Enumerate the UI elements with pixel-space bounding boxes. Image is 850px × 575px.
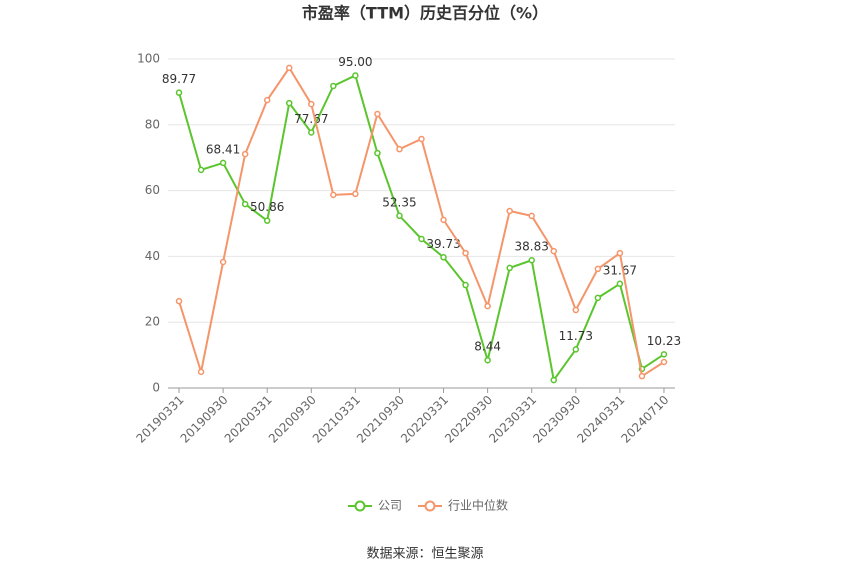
legend-label: 公司 <box>378 499 402 513</box>
point <box>462 249 469 257</box>
value-label: 95.00 <box>338 55 372 69</box>
point <box>418 135 425 143</box>
point <box>616 280 624 288</box>
point <box>594 294 602 302</box>
point <box>197 368 205 376</box>
point <box>374 110 381 118</box>
point <box>440 216 447 224</box>
point <box>550 247 558 255</box>
point <box>660 351 668 358</box>
y-tick-label: 0 <box>152 381 160 395</box>
value-label: 11.73 <box>559 329 593 343</box>
source: 数据来源：恒生聚源 <box>366 547 483 562</box>
point <box>528 256 535 264</box>
point <box>263 96 271 104</box>
point <box>330 82 337 90</box>
legend-marker <box>424 500 436 512</box>
point <box>352 72 359 79</box>
point <box>572 306 580 314</box>
point <box>550 376 558 384</box>
point <box>263 217 271 224</box>
point <box>638 372 646 380</box>
point <box>330 191 337 199</box>
point <box>660 358 668 366</box>
point <box>219 159 227 167</box>
chart-title: 市盈率（TTM）历史百分位（%） <box>302 4 548 23</box>
legend-label: 行业中位数 <box>448 498 508 513</box>
point <box>616 249 624 257</box>
y-tick-label: 60 <box>145 183 160 197</box>
point <box>241 150 249 158</box>
point <box>418 235 425 243</box>
value-label: 38.83 <box>515 240 549 254</box>
point <box>308 100 315 108</box>
point <box>440 254 447 261</box>
x-tick-label: 20240710 <box>618 393 671 446</box>
point <box>175 89 183 96</box>
value-label: 68.41 <box>206 142 240 156</box>
point <box>374 149 381 157</box>
point <box>285 99 293 107</box>
value-label: 50.86 <box>250 200 284 214</box>
y-tick-label: 100 <box>137 52 160 66</box>
value-label: 8.44 <box>474 340 501 354</box>
value-label: 89.77 <box>162 72 196 86</box>
point <box>484 302 491 310</box>
point <box>352 190 359 198</box>
point <box>484 356 491 364</box>
point <box>506 264 513 272</box>
point <box>396 145 403 153</box>
y-tick-label: 20 <box>145 315 160 329</box>
y-tick-label: 80 <box>145 117 160 131</box>
value-label: 77.67 <box>294 112 328 126</box>
y-tick-label: 40 <box>145 249 160 263</box>
point <box>572 346 580 353</box>
point <box>197 166 205 174</box>
value-label: 31.67 <box>603 263 637 277</box>
point <box>285 64 293 72</box>
legend-marker <box>354 500 366 512</box>
point <box>308 129 315 136</box>
point <box>396 212 403 220</box>
point <box>462 281 469 289</box>
value-label: 10.23 <box>647 334 681 348</box>
value-label: 39.73 <box>426 237 460 251</box>
point <box>528 212 535 220</box>
point <box>175 297 183 305</box>
point <box>594 265 602 273</box>
point <box>219 258 227 266</box>
point <box>506 207 513 215</box>
value-label: 52.35 <box>382 195 416 209</box>
point <box>241 200 249 208</box>
